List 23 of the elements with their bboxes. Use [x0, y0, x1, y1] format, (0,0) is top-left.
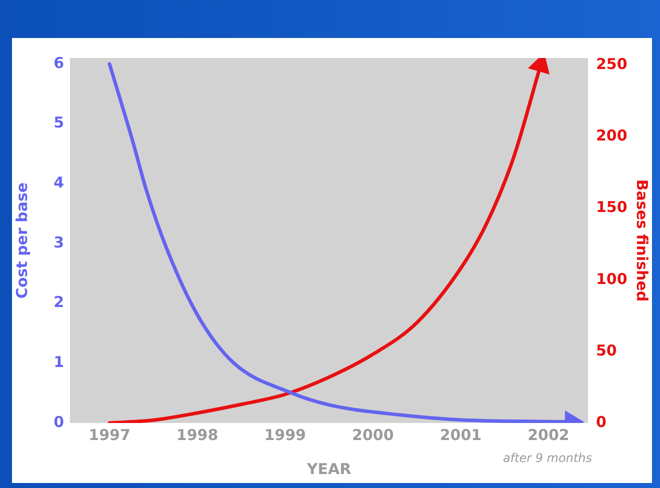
- y-tick-label: 3: [54, 233, 64, 252]
- x-tick-label: 2001: [440, 426, 482, 444]
- y-tick-label: 5: [54, 114, 64, 132]
- x-tick-label: 2002: [528, 426, 570, 444]
- x-tick-label: 1998: [176, 426, 218, 444]
- y2-tick-label: 250: [596, 55, 628, 74]
- y2-tick-label: 200: [596, 126, 628, 145]
- x-axis-title: YEAR: [306, 460, 352, 478]
- x-tick-label: 1999: [264, 426, 306, 444]
- y2-tick-label: 150: [596, 198, 628, 216]
- y-tick-label: 2: [54, 293, 64, 312]
- y2-tick-label: 0: [596, 412, 606, 431]
- y2-axis-title: Bases finished: [633, 179, 652, 302]
- x-tick-label: 2000: [352, 426, 394, 444]
- y2-tick-label: 100: [596, 270, 628, 288]
- y-tick-label: 6: [54, 54, 64, 72]
- y-tick-label: 0: [54, 412, 64, 431]
- y2-tick-label: 50: [596, 341, 617, 360]
- x-tick-label: 1997: [88, 426, 130, 444]
- y-tick-label: 1: [54, 353, 64, 372]
- text: after 9 months: [502, 451, 592, 466]
- y-tick-label: 4: [54, 174, 64, 192]
- y-axis-title: Cost per base: [12, 182, 31, 299]
